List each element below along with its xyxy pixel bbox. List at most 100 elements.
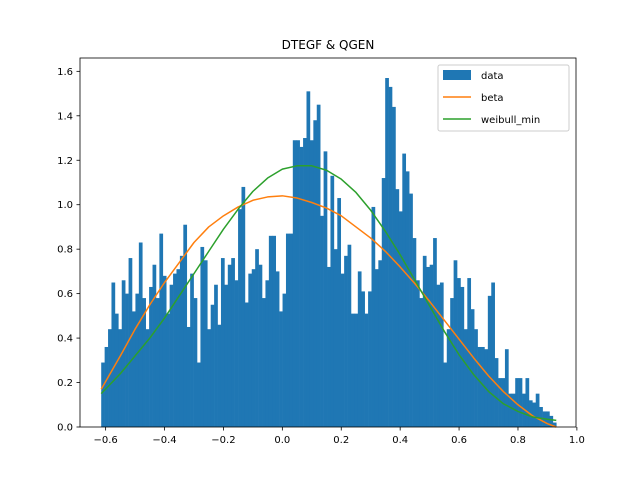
histogram-bar (135, 293, 140, 427)
histogram-bar (347, 244, 352, 427)
histogram-bar (224, 284, 229, 427)
histogram-bar (306, 91, 311, 427)
histogram-bar (138, 242, 143, 427)
histogram-bar (169, 284, 174, 427)
histogram-bar (494, 358, 499, 427)
axes (79, 57, 577, 428)
histogram-bar (419, 298, 424, 427)
histogram-bar (518, 378, 523, 427)
histogram-bar (197, 362, 201, 427)
histogram-bar (480, 346, 485, 427)
histogram-bar (285, 233, 290, 427)
histogram-bar (498, 378, 502, 427)
histogram-bar (292, 140, 297, 427)
histogram-bar (378, 260, 383, 427)
histogram-bar (262, 298, 266, 427)
histogram-bar (258, 264, 263, 427)
histogram-bar (422, 255, 427, 427)
x-tick-label: 0.2 (333, 435, 349, 446)
histogram-bar (552, 422, 557, 427)
histogram-bar (354, 313, 359, 427)
legend-label-weibull_min: weibull_min (481, 115, 540, 126)
histogram-bar (162, 275, 167, 427)
histogram-bar (501, 378, 506, 427)
histogram-bar (477, 346, 482, 427)
histogram-bar (463, 329, 468, 427)
histogram-bar (128, 258, 133, 427)
histogram-bar (142, 298, 146, 427)
histogram-bar (149, 286, 153, 427)
data-legend-swatch (443, 70, 471, 80)
histogram-bar (210, 304, 215, 427)
y-tick-label: 1.2 (57, 156, 73, 167)
histogram-bar (344, 255, 348, 427)
histogram-bar (231, 258, 235, 427)
histogram-bar (398, 211, 403, 427)
histogram-bar (374, 269, 379, 427)
histogram-bar (220, 258, 225, 427)
y-tick-label: 0.6 (57, 289, 73, 300)
histogram-bar (405, 171, 410, 427)
histogram-bar (114, 313, 119, 427)
x-tick-label: −0.6 (93, 435, 117, 446)
histogram-bar (457, 278, 461, 427)
histogram-bar (248, 273, 253, 427)
histogram-bar (132, 311, 136, 427)
histogram-bar (392, 106, 396, 427)
histogram-bar (412, 238, 417, 427)
histogram-bar (337, 198, 342, 427)
histogram-bar (108, 329, 112, 427)
histogram-bar (244, 302, 249, 427)
legend-label-data: data (481, 71, 504, 82)
histogram-bar (282, 293, 287, 427)
histogram-bar (166, 313, 170, 427)
histogram-bar (333, 249, 338, 427)
histogram-bar (368, 291, 372, 427)
histogram-bar (296, 140, 300, 427)
histogram-bar (176, 269, 181, 427)
x-tick-label: 0.6 (451, 435, 467, 446)
legend-label-beta: beta (481, 93, 504, 104)
beta-line (100, 195, 557, 428)
histogram-bar (409, 193, 413, 427)
histogram-bar (549, 415, 554, 427)
histogram-bar (145, 329, 150, 427)
histogram-bar (241, 186, 246, 427)
histogram-bar (429, 264, 434, 427)
histogram-bar (525, 378, 530, 427)
y-tick-label: 1.6 (57, 67, 73, 78)
histogram-bar (121, 280, 126, 427)
plot-frame (79, 57, 577, 428)
histogram-bar (371, 206, 376, 427)
histogram-bar (101, 362, 105, 427)
histogram-bar (289, 233, 294, 427)
histogram-bar (327, 266, 331, 427)
histogram-bar (450, 298, 454, 427)
histogram-bar (238, 209, 242, 427)
histogram-bar (491, 282, 495, 427)
histogram-bar (426, 266, 430, 427)
x-tick-label: 0.0 (274, 435, 290, 446)
histogram-bar (323, 151, 328, 427)
x-tick-label: −0.4 (152, 435, 176, 446)
x-tick-label: −0.2 (211, 435, 235, 446)
histogram-bar (508, 393, 513, 427)
histogram-bar (350, 313, 355, 427)
histogram-bar (255, 249, 259, 427)
histogram-bar (179, 255, 184, 427)
histogram-bar (330, 175, 335, 427)
histogram-bar (320, 215, 324, 427)
histogram-bar (443, 362, 448, 427)
histogram-bar (436, 284, 441, 427)
histogram-bar (460, 286, 465, 427)
histogram-bar (361, 291, 365, 427)
histogram-bar (381, 178, 386, 427)
histogram-bar (234, 280, 239, 427)
histogram-bar (104, 346, 109, 427)
y-tick-label: 0.8 (57, 245, 73, 256)
histogram-bar (402, 153, 407, 427)
histogram-bar (227, 264, 232, 427)
x-tick-label: 0.4 (392, 435, 408, 446)
histogram-bar (159, 233, 164, 427)
